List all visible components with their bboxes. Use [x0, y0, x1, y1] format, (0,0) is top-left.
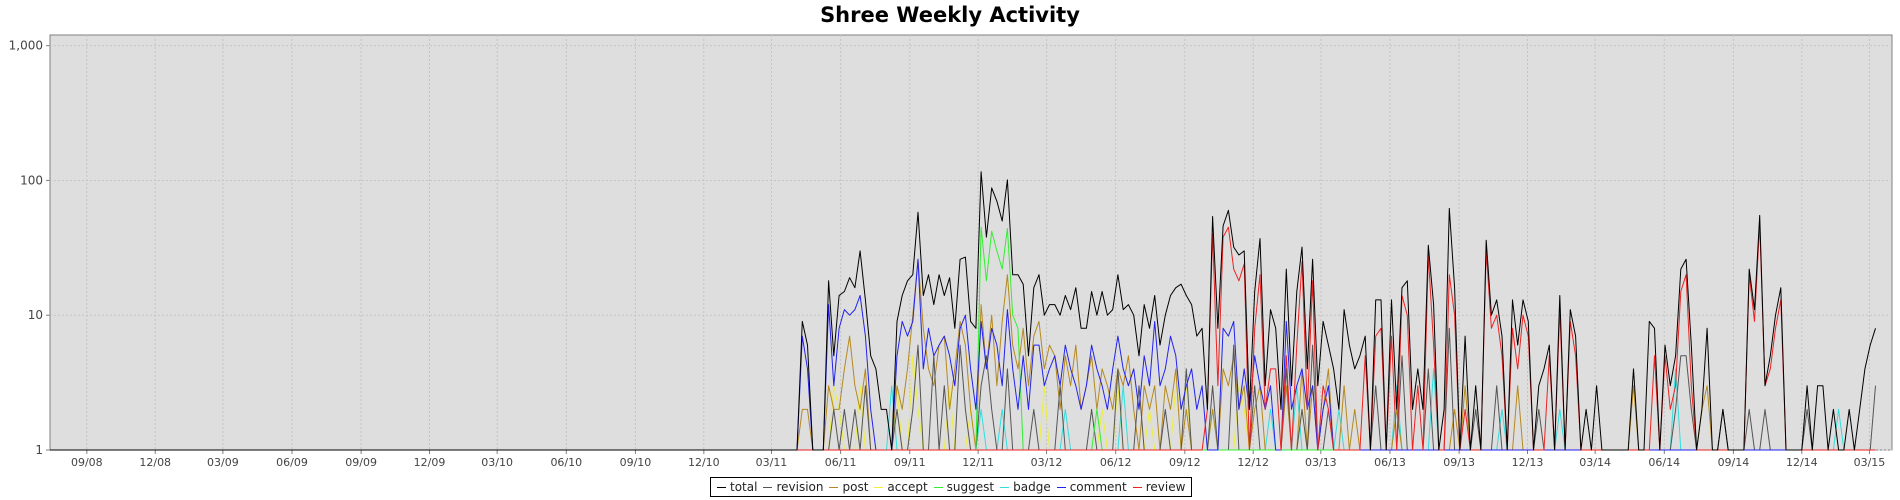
x-tick-label: 12/09: [414, 456, 446, 469]
legend-swatch: [933, 486, 943, 488]
legend-label: badge: [1013, 480, 1051, 494]
x-tick-label: 09/10: [620, 456, 652, 469]
x-tick-label: 03/13: [1305, 456, 1337, 469]
x-tick-label: 12/13: [1512, 456, 1544, 469]
legend-label: accept: [887, 480, 928, 494]
x-tick-label: 06/14: [1648, 456, 1680, 469]
x-tick-label: 09/14: [1718, 456, 1750, 469]
legend-item-suggest: suggest: [933, 480, 995, 494]
x-tick-label: 09/11: [894, 456, 926, 469]
x-tick-label: 06/11: [825, 456, 857, 469]
x-tick-label: 03/11: [756, 456, 788, 469]
x-tick-label: 03/10: [481, 456, 513, 469]
legend-item-post: post: [829, 480, 868, 494]
axes: 09/08 12/08 03/09 06/09 09/09 12/09 03/10 06/10…: [9, 39, 1886, 469]
plot-background: [49, 34, 1893, 451]
legend-item-total: total: [717, 480, 757, 494]
legend-label: post: [842, 480, 869, 494]
series-line-review: [50, 222, 1876, 451]
legend-swatch: [874, 486, 884, 488]
x-tick-label: 03/15: [1854, 456, 1886, 469]
legend-swatch: [1056, 486, 1066, 488]
x-tick-label: 06/13: [1374, 456, 1406, 469]
x-tick-label: 06/09: [276, 456, 308, 469]
legend-item-accept: accept: [874, 480, 928, 494]
x-tick-label: 09/09: [345, 456, 377, 469]
series-lines: [50, 171, 1876, 451]
x-tick-label: 03/14: [1579, 456, 1611, 469]
x-tick-label: 12/11: [962, 456, 994, 469]
legend-item-comment: comment: [1056, 480, 1127, 494]
x-tick-label: 06/12: [1100, 456, 1132, 469]
y-tick-label: 10: [28, 308, 43, 322]
series-line-comment: [50, 258, 1876, 451]
y-tick-label: 1,000: [9, 39, 43, 53]
legend-item-badge: badge: [1000, 480, 1051, 494]
legend-swatch: [717, 486, 726, 488]
legend-label: suggest: [946, 480, 995, 494]
x-tick-label: 06/10: [550, 456, 582, 469]
y-tick-label: 1: [35, 443, 43, 457]
x-tick-label: 12/08: [139, 456, 171, 469]
legend-swatch: [1000, 486, 1010, 488]
legend-swatch: [829, 486, 839, 488]
legend-label: revision: [776, 480, 824, 494]
x-tick-label: 03/09: [207, 456, 239, 469]
x-tick-label: 09/08: [71, 456, 103, 469]
legend-swatch: [763, 486, 773, 488]
legend-item-review: review: [1132, 480, 1186, 494]
x-tick-label: 12/12: [1237, 456, 1269, 469]
legend-swatch: [1132, 486, 1142, 488]
x-tick-label: 09/12: [1169, 456, 1201, 469]
x-tick-label: 09/13: [1443, 456, 1475, 469]
x-tick-label: 12/10: [688, 456, 720, 469]
legend-label: review: [1145, 480, 1186, 494]
y-tick-label: 100: [20, 173, 43, 187]
legend-label: total: [730, 480, 758, 494]
series-line-total: [50, 171, 1876, 451]
x-tick-label: 12/14: [1786, 456, 1818, 469]
x-tick-label: 03/12: [1031, 456, 1063, 469]
legend-item-revision: revision: [763, 480, 823, 494]
chart-title: Shree Weekly Activity: [820, 3, 1080, 27]
chart-legend: total revision post accept suggest badge comme…: [710, 477, 1193, 497]
legend-label: comment: [1069, 480, 1127, 494]
